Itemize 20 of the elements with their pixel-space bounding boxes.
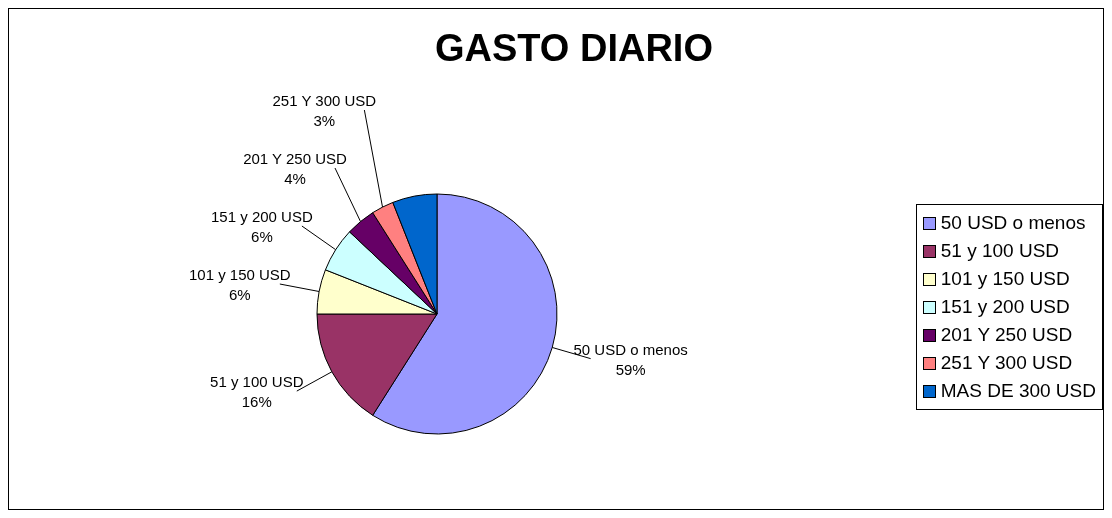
- legend-label: 51 y 100 USD: [940, 240, 1060, 262]
- legend-label: MAS DE 300 USD: [940, 380, 1096, 402]
- data-label: 16%: [241, 393, 272, 411]
- legend-label: 101 y 150 USD: [940, 268, 1070, 290]
- legend-label: 50 USD o menos: [940, 212, 1086, 234]
- chart-title: GASTO DIARIO: [434, 27, 714, 70]
- slice-label: 101 y 150 USD: [188, 266, 291, 284]
- legend-label: 251 Y 300 USD: [940, 352, 1073, 374]
- data-label: 6%: [251, 228, 273, 246]
- slice-label: 251 Y 300 USD: [272, 92, 377, 110]
- slice-label: 51 y 100 USD: [210, 373, 304, 391]
- legend-label: 151 y 200 USD: [940, 296, 1070, 318]
- legend-label: 201 Y 250 USD: [940, 324, 1073, 346]
- data-label: 4%: [284, 170, 306, 188]
- slice-label: 151 y 200 USD: [211, 208, 313, 226]
- slice-label: 50 USD o menos: [573, 340, 688, 358]
- data-label: 59%: [615, 360, 646, 378]
- data-label: 6%: [228, 286, 251, 304]
- data-label: 3%: [313, 112, 336, 130]
- slice-label: 201 Y 250 USD: [243, 150, 348, 168]
